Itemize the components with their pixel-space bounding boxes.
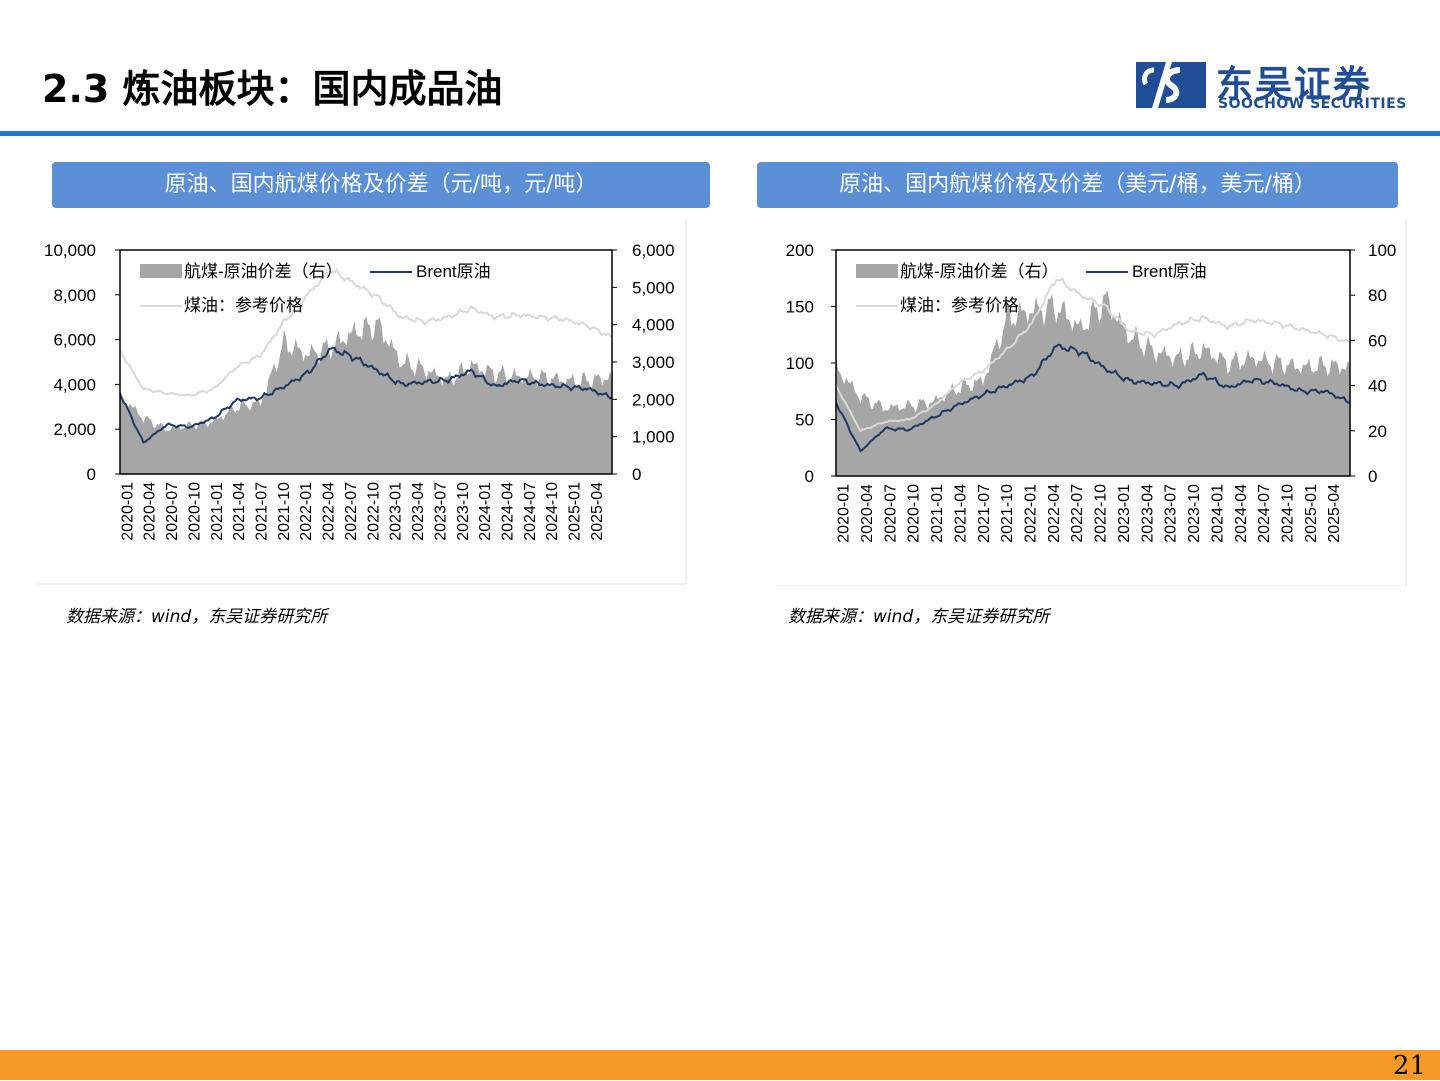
x-axis-tick-label: 2024-01: [477, 482, 494, 541]
chart-1-source: 数据来源：wind，东吴证券研究所: [66, 607, 328, 627]
page-number: 21: [1392, 1051, 1426, 1081]
left-axis-tick-label: 100: [786, 354, 814, 373]
left-axis-tick-label: 10,000: [44, 241, 96, 260]
x-axis-tick-label: 2024-07: [1256, 484, 1273, 543]
x-axis-tick-label: 2021-10: [276, 482, 293, 541]
right-axis-tick-label: 60: [1368, 331, 1387, 350]
x-axis-tick-label: 2023-04: [410, 482, 427, 541]
legend-spread-swatch: [140, 264, 182, 278]
right-axis-tick-label: 1,000: [632, 428, 675, 447]
x-axis-tick-label: 2023-04: [1139, 484, 1156, 543]
left-axis-tick-label: 4,000: [53, 375, 96, 394]
spread-area-series: [836, 290, 1350, 476]
x-axis-tick-label: 2021-01: [929, 484, 946, 543]
right-axis-tick-label: 0: [1368, 467, 1377, 486]
x-axis-tick-label: 2025-01: [567, 482, 584, 541]
left-axis-tick-label: 0: [805, 467, 814, 486]
x-axis-tick-label: 2021-01: [209, 482, 226, 541]
left-axis-tick-label: 50: [795, 411, 814, 430]
x-axis-tick-label: 2022-04: [1046, 484, 1063, 543]
x-axis-tick-label: 2024-04: [500, 482, 517, 541]
soochow-logo-icon: [1136, 62, 1206, 108]
page-title: 2.3 炼油板块：国内成品油: [42, 67, 503, 111]
x-axis-tick-label: 2020-04: [859, 484, 876, 543]
jet-fuel-price-line: [835, 277, 1351, 433]
x-axis-tick-label: 2022-01: [298, 482, 315, 541]
x-axis-tick-label: 2020-01: [119, 482, 136, 541]
x-axis-tick-label: 2020-10: [186, 482, 203, 541]
x-axis-tick-label: 2021-07: [976, 484, 993, 543]
right-axis-tick-label: 6,000: [632, 241, 675, 260]
x-axis-tick-label: 2021-04: [231, 482, 248, 541]
x-axis-tick-label: 2024-01: [1209, 484, 1226, 543]
x-axis-tick-label: 2021-04: [952, 484, 969, 543]
legend-brent-label: Brent原油: [416, 262, 491, 281]
left-axis-tick-label: 2,000: [53, 420, 96, 439]
legend-spread-label: 航煤-原油价差（右）: [184, 262, 343, 281]
x-axis-tick-label: 2020-04: [142, 482, 159, 541]
spread-area-series: [120, 315, 612, 474]
x-axis-tick-label: 2022-01: [1023, 484, 1040, 543]
x-axis-tick-label: 2020-07: [164, 482, 181, 541]
legend-spread-swatch: [856, 264, 898, 278]
x-axis-tick-label: 2025-04: [589, 482, 606, 541]
left-axis-tick-label: 150: [786, 298, 814, 317]
x-axis-tick-label: 2021-10: [999, 484, 1016, 543]
logo-en-text: SOOCHOW SECURITIES: [1218, 96, 1407, 112]
logo-cn-text: 东吴证券: [1216, 63, 1372, 106]
x-axis-tick-label: 2023-01: [1116, 484, 1133, 543]
x-axis-tick-label: 2025-01: [1303, 484, 1320, 543]
legend-spread-label: 航煤-原油价差（右）: [900, 262, 1059, 281]
right-axis-tick-label: 5,000: [632, 278, 675, 297]
x-axis-tick-label: 2023-07: [432, 482, 449, 541]
right-axis-tick-label: 4,000: [632, 316, 675, 335]
x-axis-tick-label: 2025-04: [1326, 484, 1343, 543]
right-axis-tick-label: 80: [1368, 286, 1387, 305]
x-axis-tick-label: 2024-10: [544, 482, 561, 541]
x-axis-tick-label: 2022-07: [1069, 484, 1086, 543]
x-axis-tick-label: 2022-04: [321, 482, 338, 541]
right-axis-tick-label: 0: [632, 465, 641, 484]
x-axis-tick-label: 2022-10: [365, 482, 382, 541]
legend-brent-label: Brent原油: [1132, 262, 1207, 281]
company-logo: 东吴证券 SOOCHOW SECURITIES: [1132, 56, 1422, 116]
x-axis-tick-label: 2023-01: [388, 482, 405, 541]
legend-jet-label: 煤油：参考价格: [900, 296, 1019, 315]
x-axis-tick-label: 2022-10: [1093, 484, 1110, 543]
legend-jet-label: 煤油：参考价格: [184, 296, 303, 315]
footer-bar: [0, 1050, 1440, 1080]
x-axis-tick-label: 2024-04: [1233, 484, 1250, 543]
brent-crude-line: [119, 346, 613, 444]
x-axis-tick-label: 2022-07: [343, 482, 360, 541]
left-axis-tick-label: 6,000: [53, 331, 96, 350]
header-divider: [0, 131, 1440, 136]
x-axis-tick-label: 2024-10: [1280, 484, 1297, 543]
right-axis-tick-label: 3,000: [632, 353, 675, 372]
right-axis-tick-label: 2,000: [632, 390, 675, 409]
x-axis-tick-label: 2020-01: [836, 484, 853, 543]
x-axis-tick-label: 2023-07: [1163, 484, 1180, 543]
chart-1-banner: 原油、国内航煤价格及价差（元/吨，元/吨）: [52, 162, 710, 208]
x-axis-tick-label: 2020-10: [906, 484, 923, 543]
brent-crude-line: [835, 343, 1350, 453]
chart-1: 10,000 8,000 6,000 4,000 2,000 0 6,000 5,000 4,0…: [36, 218, 687, 585]
right-axis-tick-label: 100: [1368, 241, 1396, 260]
x-axis-tick-label: 2023-10: [455, 482, 472, 541]
left-axis-tick-label: 8,000: [53, 286, 96, 305]
right-axis-tick-label: 20: [1368, 422, 1387, 441]
right-axis-tick-label: 40: [1368, 377, 1387, 396]
chart-2-source: 数据来源：wind，东吴证券研究所: [788, 607, 1050, 627]
x-axis-tick-label: 2023-10: [1186, 484, 1203, 543]
jet-fuel-price-line: [119, 267, 613, 397]
left-axis-tick-label: 200: [786, 241, 814, 260]
x-axis-tick-label: 2020-07: [882, 484, 899, 543]
left-axis-tick-label: 0: [87, 465, 96, 484]
chart-2-banner: 原油、国内航煤价格及价差（美元/桶，美元/桶）: [757, 162, 1398, 208]
x-axis-tick-label: 2024-07: [522, 482, 539, 541]
x-axis-tick-label: 2021-07: [254, 482, 271, 541]
